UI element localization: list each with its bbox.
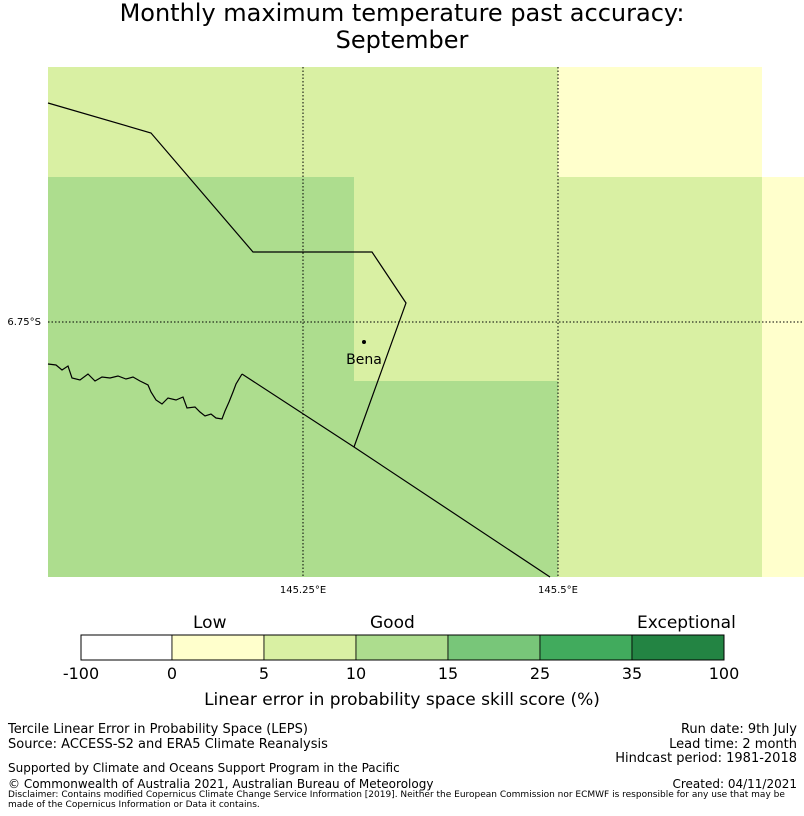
tick-label: 15	[437, 664, 459, 683]
tick-label: 10	[345, 664, 367, 683]
cell-center-top	[354, 177, 558, 381]
footer-lead-time: Lead time: 2 month	[669, 737, 797, 752]
footer-source: Source: ACCESS-S2 and ERA5 Climate Reana…	[8, 737, 328, 752]
colorbar-segment	[539, 634, 633, 661]
colorbar-segment	[447, 634, 541, 661]
cell-center-bottom	[354, 381, 558, 577]
colorbar-frame	[80, 634, 725, 661]
colorbar-title: Linear error in probability space skill …	[204, 690, 600, 710]
province-boundary-south	[241, 373, 551, 578]
lon-label-145-25: 145.25°E	[280, 585, 326, 596]
colorbar-segment	[263, 634, 357, 661]
cell-ne	[558, 67, 762, 177]
footer-run-date: Run date: 9th July	[680, 722, 797, 737]
colorbar-segment	[80, 634, 173, 661]
footer-copyright: © Commonwealth of Australia 2021, Austra…	[8, 777, 434, 791]
lon-label-145-5: 145.5°E	[538, 585, 578, 596]
bena-marker	[362, 340, 366, 344]
tick-label: 100	[708, 664, 740, 683]
footer-created: Created: 04/11/2021	[672, 777, 797, 791]
tick-label: 25	[529, 664, 551, 683]
cell-west	[48, 177, 354, 577]
river-line	[47, 363, 243, 420]
footer-hindcast: Hindcast period: 1981-2018	[615, 751, 797, 766]
tick-label: 35	[621, 664, 643, 683]
lat-label: 6.75°S	[7, 317, 41, 328]
bena-label: Bena	[346, 352, 382, 368]
cell-far-east-top	[762, 177, 804, 577]
chart-title-line1: Monthly maximum temperature past accurac…	[119, 0, 685, 27]
colorbar-segment	[631, 634, 725, 661]
footer-support: Supported by Climate and Oceans Support …	[8, 761, 400, 775]
tick-label: -100	[62, 664, 100, 683]
tick-label: 5	[258, 664, 270, 683]
footer-method: Tercile Linear Error in Probability Spac…	[8, 722, 308, 737]
category-low: Low	[193, 613, 227, 633]
colorbar-segment	[355, 634, 449, 661]
cell-east	[558, 177, 762, 577]
chart-title-line2: September	[335, 26, 469, 54]
province-boundary	[47, 102, 407, 448]
category-exceptional: Exceptional	[637, 613, 736, 633]
footer-disclaimer: Disclaimer: Contains modified Copernicus…	[8, 790, 785, 810]
colorbar-segment	[171, 634, 265, 661]
category-good: Good	[370, 613, 415, 633]
colorbar	[80, 634, 725, 661]
tick-label: 0	[166, 664, 178, 683]
cell-nw	[48, 67, 558, 177]
